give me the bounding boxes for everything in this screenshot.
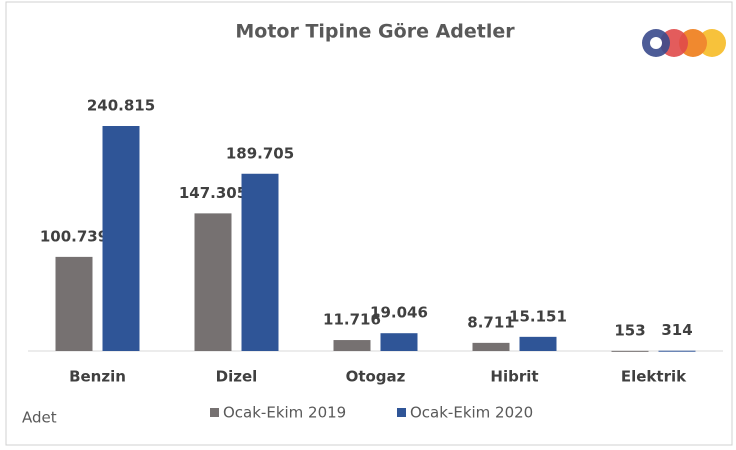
legend-swatch [210, 408, 219, 417]
unit-label: Adet [22, 409, 57, 427]
value-label: 189.705 [226, 144, 294, 162]
bar [241, 173, 279, 351]
bar [333, 340, 371, 351]
value-label: 153 [614, 321, 645, 339]
bar [611, 350, 649, 352]
bar [519, 336, 557, 351]
bar [102, 126, 140, 351]
bar [658, 350, 696, 352]
value-label: 100.739 [40, 227, 108, 245]
bar [380, 333, 418, 351]
x-tick-label: Benzin [69, 368, 126, 386]
bar [194, 213, 232, 351]
value-label: 15.151 [509, 307, 567, 325]
logo [642, 29, 726, 57]
value-label: 11.716 [323, 311, 381, 329]
value-label: 8.711 [467, 313, 514, 331]
bar [55, 256, 93, 351]
bar [472, 342, 510, 351]
value-label: 240.815 [87, 97, 155, 115]
x-tick-label: Hibrit [490, 368, 538, 386]
value-label: 147.305 [179, 184, 247, 202]
legend-label: Ocak-Ekim 2020 [410, 404, 533, 422]
chart-title: Motor Tipine Göre Adetler [235, 21, 515, 43]
value-label: 314 [661, 321, 692, 339]
legend-swatch [397, 408, 406, 417]
legend-label: Ocak-Ekim 2019 [223, 404, 346, 422]
value-label: 19.046 [370, 304, 428, 322]
x-tick-label: Dizel [216, 368, 258, 386]
x-tick-label: Elektrik [621, 368, 687, 386]
x-tick-label: Otogaz [346, 368, 406, 386]
